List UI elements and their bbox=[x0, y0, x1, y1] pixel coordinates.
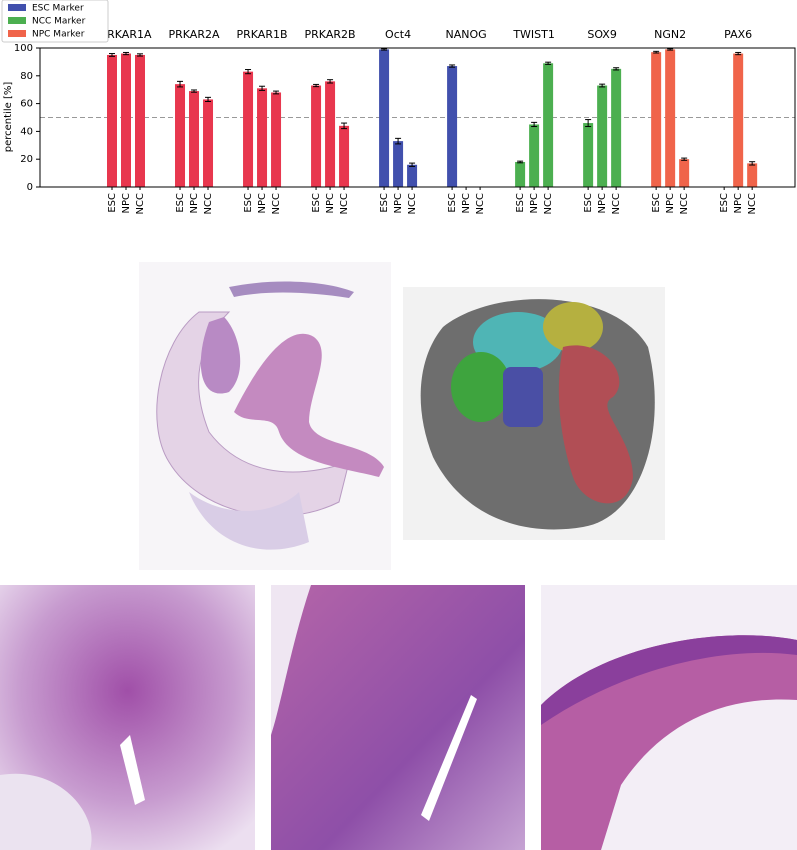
bar bbox=[407, 164, 418, 187]
bar bbox=[325, 81, 336, 187]
legend-label: NPC Marker bbox=[32, 30, 85, 40]
bar bbox=[121, 53, 131, 188]
group-label: PAX6 bbox=[724, 28, 752, 41]
bar bbox=[651, 52, 662, 187]
bar bbox=[393, 141, 404, 187]
x-tick-label: ESC bbox=[719, 193, 730, 213]
bar bbox=[135, 54, 145, 188]
x-tick-label: ESC bbox=[515, 193, 526, 213]
y-tick-label: 60 bbox=[20, 99, 33, 110]
x-tick-label: NPC bbox=[665, 193, 676, 214]
bar bbox=[107, 54, 117, 188]
histology-section-image bbox=[139, 262, 391, 570]
x-tick-label: NPC bbox=[461, 193, 472, 214]
bar bbox=[543, 63, 554, 187]
3d-reconstruction-image bbox=[403, 287, 665, 540]
bar bbox=[257, 88, 268, 187]
x-tick-label: NCC bbox=[747, 193, 758, 214]
x-tick-label: ESC bbox=[583, 193, 594, 213]
tissue-image-3 bbox=[541, 585, 797, 850]
bar bbox=[189, 91, 200, 187]
x-tick-label: NPC bbox=[393, 193, 404, 214]
x-tick-label: ESC bbox=[175, 193, 186, 213]
legend-label: ESC Marker bbox=[32, 4, 84, 14]
x-tick-label: NCC bbox=[475, 193, 486, 214]
group-label: PRKAR1B bbox=[237, 28, 288, 41]
x-tick-label: ESC bbox=[379, 193, 390, 213]
x-tick-label: NCC bbox=[543, 193, 554, 214]
bar bbox=[447, 66, 458, 187]
bar bbox=[243, 71, 254, 187]
y-tick-label: 80 bbox=[20, 71, 33, 82]
bar bbox=[203, 99, 214, 187]
group-label: Oct4 bbox=[385, 28, 411, 41]
group-label: TWIST1 bbox=[512, 28, 555, 41]
legend-swatch bbox=[8, 17, 26, 24]
x-tick-label: NPC bbox=[529, 193, 540, 214]
y-tick-label: 100 bbox=[14, 43, 33, 54]
bar bbox=[611, 68, 622, 187]
y-tick-label: 40 bbox=[20, 126, 33, 137]
bar bbox=[733, 53, 744, 188]
x-tick-label: NCC bbox=[203, 193, 214, 214]
legend: ESC Marker NCC Marker NPC Marker bbox=[1, 0, 109, 43]
group-label: NANOG bbox=[446, 28, 487, 41]
x-tick-label: ESC bbox=[447, 193, 458, 213]
x-tick-label: NCC bbox=[339, 193, 350, 214]
x-tick-label: ESC bbox=[243, 193, 254, 213]
x-tick-label: NPC bbox=[325, 193, 336, 214]
group-label: SOX9 bbox=[587, 28, 616, 41]
x-tick-label: ESC bbox=[311, 193, 322, 213]
bar bbox=[271, 92, 282, 187]
x-tick-label: NPC bbox=[733, 193, 744, 214]
x-tick-label: NPC bbox=[121, 193, 132, 214]
y-tick-label: 0 bbox=[27, 182, 33, 193]
tissue-image-1 bbox=[0, 585, 255, 850]
x-tick-label: ESC bbox=[651, 193, 662, 213]
x-tick-label: NPC bbox=[189, 193, 200, 214]
bar bbox=[379, 49, 390, 187]
bar bbox=[747, 163, 758, 187]
x-tick-label: NCC bbox=[611, 193, 622, 214]
y-axis-label: percentile [%] bbox=[3, 82, 14, 153]
bar bbox=[679, 159, 690, 187]
x-tick-label: NCC bbox=[271, 193, 282, 214]
legend-box bbox=[1, 0, 109, 43]
x-tick-label: NPC bbox=[257, 193, 268, 214]
bar bbox=[339, 125, 350, 187]
legend-swatch bbox=[8, 4, 26, 11]
group-label: PRKAR2B bbox=[305, 28, 356, 41]
y-tick-label: 20 bbox=[20, 154, 33, 165]
x-tick-label: NPC bbox=[597, 193, 608, 214]
x-tick-label: ESC bbox=[107, 193, 118, 213]
bar bbox=[529, 124, 540, 187]
tissue-image-2 bbox=[271, 585, 525, 850]
group-label: PRKAR1A bbox=[101, 28, 152, 41]
x-tick-label: NCC bbox=[679, 193, 690, 214]
legend-swatch bbox=[8, 30, 26, 37]
bar bbox=[597, 85, 608, 187]
x-tick-label: NCC bbox=[135, 193, 146, 214]
bar bbox=[175, 84, 186, 187]
bar bbox=[665, 49, 676, 187]
group-label: PRKAR2A bbox=[169, 28, 220, 41]
plot-frame bbox=[39, 47, 796, 188]
bar bbox=[583, 123, 594, 187]
group-label: NGN2 bbox=[654, 28, 686, 41]
legend-label: NCC Marker bbox=[32, 17, 86, 27]
bar bbox=[311, 85, 322, 187]
bar bbox=[515, 161, 526, 187]
x-tick-label: NCC bbox=[407, 193, 418, 214]
